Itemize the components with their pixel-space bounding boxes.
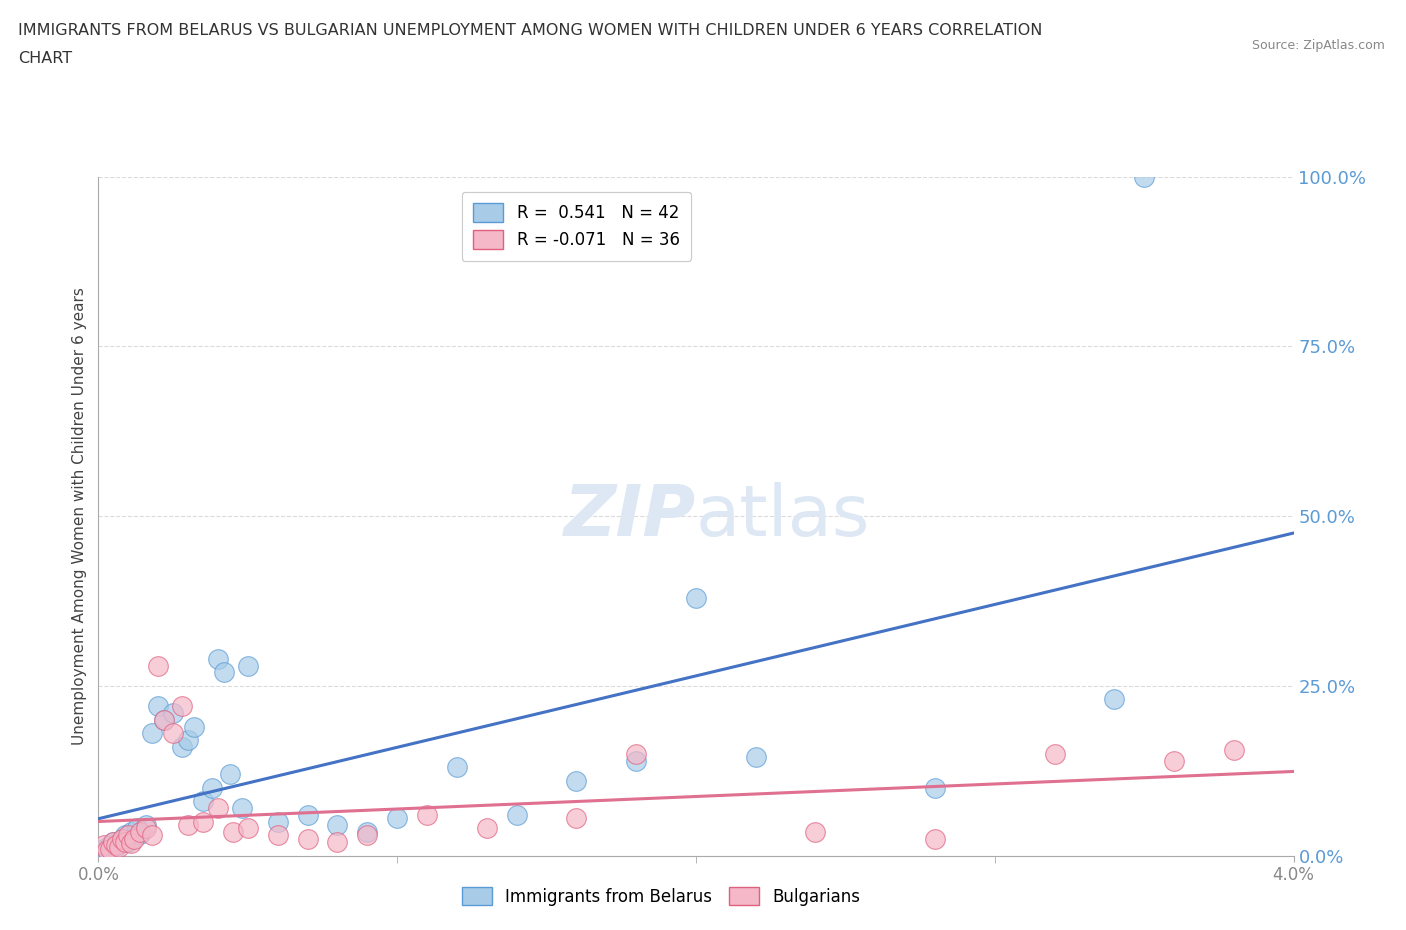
Point — [120, 824, 142, 839]
Point — [236, 658, 259, 673]
Text: CHART: CHART — [18, 51, 72, 66]
Point — [624, 746, 647, 761]
Point — [135, 821, 157, 836]
Point — [1043, 746, 1066, 761]
Point — [1163, 753, 1185, 768]
Point — [96, 843, 118, 857]
Point — [565, 774, 588, 789]
Point — [326, 817, 349, 832]
Point — [108, 836, 131, 851]
Point — [267, 815, 290, 830]
Point — [207, 801, 229, 816]
Point — [1133, 169, 1156, 184]
Text: ZIP: ZIP — [564, 482, 696, 551]
Point — [356, 828, 378, 843]
Point — [685, 591, 707, 605]
Point — [231, 801, 253, 816]
Point — [148, 698, 170, 713]
Point — [236, 821, 259, 836]
Point — [162, 726, 184, 741]
Point — [153, 712, 176, 727]
Point — [745, 750, 768, 764]
Point — [103, 834, 125, 849]
Point — [207, 651, 229, 666]
Point — [129, 824, 152, 839]
Point — [416, 807, 439, 822]
Point — [111, 831, 134, 846]
Point — [105, 838, 128, 853]
Point — [135, 817, 157, 832]
Point — [153, 712, 176, 727]
Point — [127, 821, 149, 836]
Point — [326, 834, 349, 849]
Point — [565, 811, 588, 826]
Point — [267, 828, 290, 843]
Point — [1222, 743, 1246, 758]
Text: atlas: atlas — [696, 482, 870, 551]
Point — [117, 834, 139, 849]
Text: Source: ZipAtlas.com: Source: ZipAtlas.com — [1251, 39, 1385, 52]
Legend: R =  0.541   N = 42, R = -0.071   N = 36: R = 0.541 N = 42, R = -0.071 N = 36 — [461, 192, 692, 260]
Point — [148, 658, 170, 673]
Point — [222, 824, 245, 839]
Point — [183, 719, 205, 734]
Point — [624, 753, 647, 768]
Point — [117, 828, 139, 843]
Point — [924, 831, 946, 846]
Text: IMMIGRANTS FROM BELARUS VS BULGARIAN UNEMPLOYMENT AMONG WOMEN WITH CHILDREN UNDE: IMMIGRANTS FROM BELARUS VS BULGARIAN UNE… — [18, 23, 1043, 38]
Point — [219, 766, 242, 781]
Point — [96, 843, 118, 857]
Point — [191, 794, 214, 809]
Point — [111, 831, 134, 846]
Point — [141, 828, 163, 843]
Point — [191, 815, 214, 830]
Point — [475, 821, 498, 836]
Point — [446, 760, 468, 775]
Point — [924, 780, 946, 795]
Y-axis label: Unemployment Among Women with Children Under 6 years: Unemployment Among Women with Children U… — [72, 287, 87, 745]
Point — [98, 838, 122, 853]
Point — [177, 733, 200, 748]
Point — [120, 836, 142, 851]
Point — [385, 811, 409, 826]
Point — [172, 698, 194, 713]
Legend: Immigrants from Belarus, Bulgarians: Immigrants from Belarus, Bulgarians — [456, 881, 866, 912]
Point — [297, 831, 319, 846]
Point — [212, 665, 235, 680]
Point — [124, 831, 146, 846]
Point — [105, 840, 128, 855]
Point — [1102, 692, 1125, 707]
Point — [162, 706, 184, 721]
Point — [93, 842, 115, 857]
Point — [356, 824, 378, 839]
Point — [297, 807, 319, 822]
Point — [129, 827, 152, 842]
Point — [124, 830, 146, 844]
Point — [108, 840, 131, 855]
Point — [804, 824, 827, 839]
Point — [98, 842, 122, 857]
Point — [114, 828, 136, 843]
Point — [177, 817, 200, 832]
Point — [172, 739, 194, 754]
Point — [114, 834, 136, 849]
Point — [506, 807, 529, 822]
Point — [141, 726, 163, 741]
Point — [201, 780, 224, 795]
Point — [93, 838, 115, 853]
Point — [103, 834, 125, 849]
